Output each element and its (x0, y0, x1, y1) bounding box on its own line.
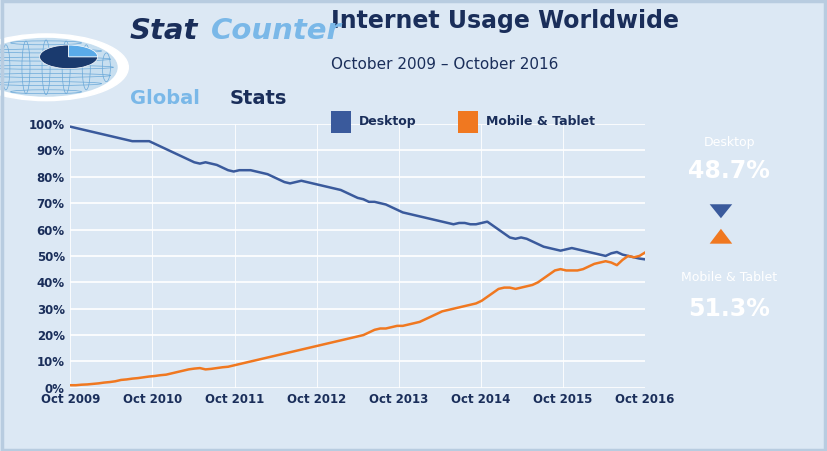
Text: Stat: Stat (130, 17, 198, 45)
Text: Desktop: Desktop (703, 136, 755, 149)
Text: 51.3%: 51.3% (688, 297, 770, 321)
Wedge shape (40, 45, 98, 69)
Circle shape (0, 38, 117, 96)
Text: Desktop: Desktop (359, 115, 417, 128)
Text: 48.7%: 48.7% (688, 159, 770, 183)
Wedge shape (69, 45, 98, 57)
Text: Mobile & Tablet: Mobile & Tablet (681, 272, 777, 285)
Bar (457, 111, 478, 133)
Bar (331, 111, 351, 133)
Polygon shape (710, 229, 732, 244)
Circle shape (0, 38, 117, 96)
Text: Stats: Stats (230, 89, 287, 108)
Text: Mobile & Tablet: Mobile & Tablet (486, 115, 595, 128)
Polygon shape (710, 204, 732, 218)
Circle shape (0, 34, 128, 101)
Text: Counter: Counter (211, 17, 342, 45)
Text: October 2009 – October 2016: October 2009 – October 2016 (331, 57, 558, 72)
Text: Global: Global (130, 89, 200, 108)
Text: Internet Usage Worldwide: Internet Usage Worldwide (331, 9, 679, 33)
